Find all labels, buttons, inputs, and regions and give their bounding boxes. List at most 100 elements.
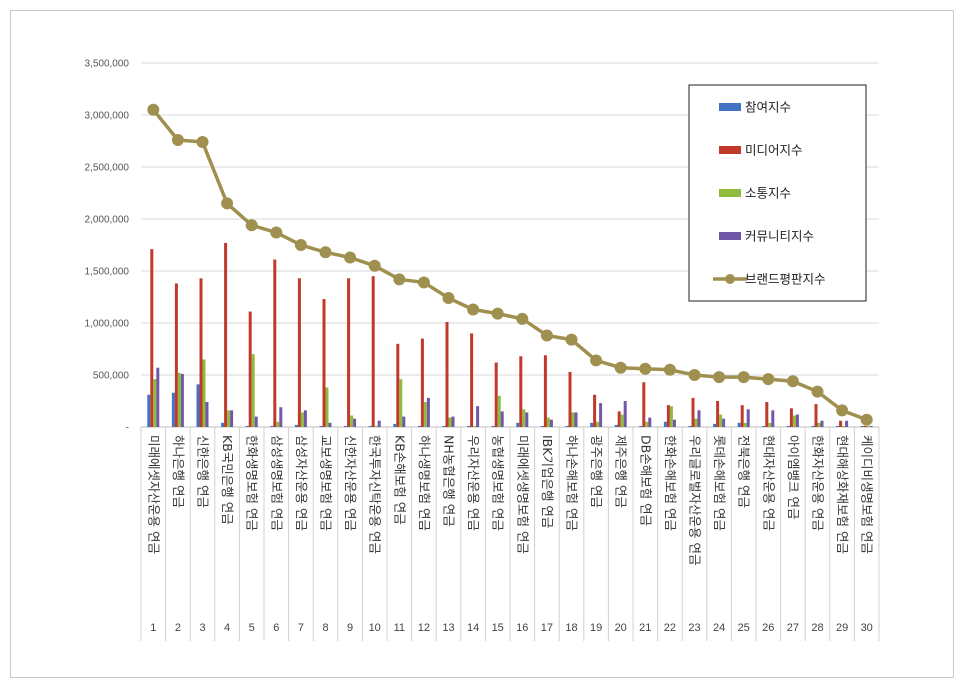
bar-1 [516,422,520,427]
bar-1 [319,425,323,427]
bar-1 [786,425,790,427]
bar-3 [497,395,501,427]
category-index: 14 [467,622,479,634]
bar-1 [171,392,175,427]
bar-1 [540,425,544,427]
bar-1 [639,425,643,427]
legend-label: 소통지수 [745,186,791,201]
bar-3 [571,412,575,427]
bar-3 [596,421,600,427]
y-tick-label: 3,500,000 [85,59,130,70]
bar-3 [842,425,846,427]
bar-4 [746,409,750,427]
y-tick-label: 500,000 [93,371,130,382]
bar-2 [224,242,228,427]
line-point [663,363,676,376]
category-label: 농협생명보험 연금 [491,435,506,531]
y-tick-label: 2,000,000 [85,215,130,226]
category-index: 9 [347,622,353,634]
legend-box [688,84,867,302]
bar-4 [402,416,406,427]
bar-3 [645,421,649,427]
bar-4 [869,425,873,427]
bar-4 [648,417,652,427]
category-label: 제주은행 연금 [614,435,629,508]
category-label: 미래에셋생명보험 연금 [515,435,530,554]
bar-2 [297,278,301,427]
category-label: 하나손해보험 연금 [565,435,580,531]
bar-1 [663,421,667,427]
bar-1 [590,422,594,427]
category-index: 20 [615,622,627,634]
bar-1 [147,394,151,427]
bar-2 [420,338,424,427]
bar-2 [740,405,744,427]
line-point [565,333,578,346]
line-point [344,251,357,264]
line-point [688,369,701,381]
legend-label: 커뮤니티지수 [745,229,814,244]
line-point [442,292,455,305]
bar-1 [196,384,200,427]
category-index: 1 [150,622,156,634]
bar-4 [623,401,627,427]
bar-1 [762,425,766,427]
bar-3 [325,387,329,427]
bar-2 [765,402,769,427]
bar-2 [199,278,203,427]
line-point [590,354,603,367]
line-point [368,259,381,272]
bar-4 [303,410,307,427]
legend-label: 참여지수 [745,100,791,115]
bar-4 [795,414,799,427]
line-point [713,371,726,384]
bar-3 [546,417,550,427]
line-point [540,329,553,342]
category-label: 아이엠뱅크 연금 [786,435,801,519]
bar-4 [722,418,726,427]
category-index: 2 [175,622,181,634]
bar-2 [371,276,375,427]
bar-1 [393,423,397,427]
line-point [294,239,307,251]
bar-3 [448,417,452,427]
line-point [417,276,430,289]
bar-1 [836,425,840,427]
bar-1 [737,422,741,427]
legend-swatch [719,103,741,111]
bar-3 [350,415,354,427]
bar-2 [716,401,720,427]
bar-3 [620,414,624,427]
category-label: 교보생명보험 연금 [319,435,334,531]
category-label: 하나생명보험 연금 [417,435,432,531]
line-point [516,312,529,325]
category-label: 한화생명보험 연금 [245,435,260,531]
legend-swatch [719,232,741,240]
bar-2 [789,408,793,427]
bar-2 [863,425,867,427]
category-index: 13 [442,622,454,634]
bar-2 [322,299,326,427]
bar-3 [374,425,378,427]
bar-3 [473,425,477,427]
y-tick-label: - [126,423,129,434]
category-label: 현대자산운용 연금 [761,435,776,531]
category-index: 11 [394,622,405,634]
category-index: 12 [418,622,430,634]
category-index: 16 [516,622,528,634]
bar-3 [768,422,772,427]
y-tick-label: 3,000,000 [85,111,130,122]
bar-1 [294,424,298,427]
category-index: 21 [639,622,651,634]
bar-4 [180,373,184,427]
category-label: 신한자산운용 연금 [343,435,358,531]
line-point [393,273,406,286]
bar-1 [491,425,495,427]
category-index: 23 [688,622,700,634]
line-point [491,307,504,320]
category-index: 6 [273,622,279,634]
legend-marker [725,274,735,284]
bar-4 [279,407,283,427]
line-point [737,371,750,384]
bar-2 [666,405,670,427]
